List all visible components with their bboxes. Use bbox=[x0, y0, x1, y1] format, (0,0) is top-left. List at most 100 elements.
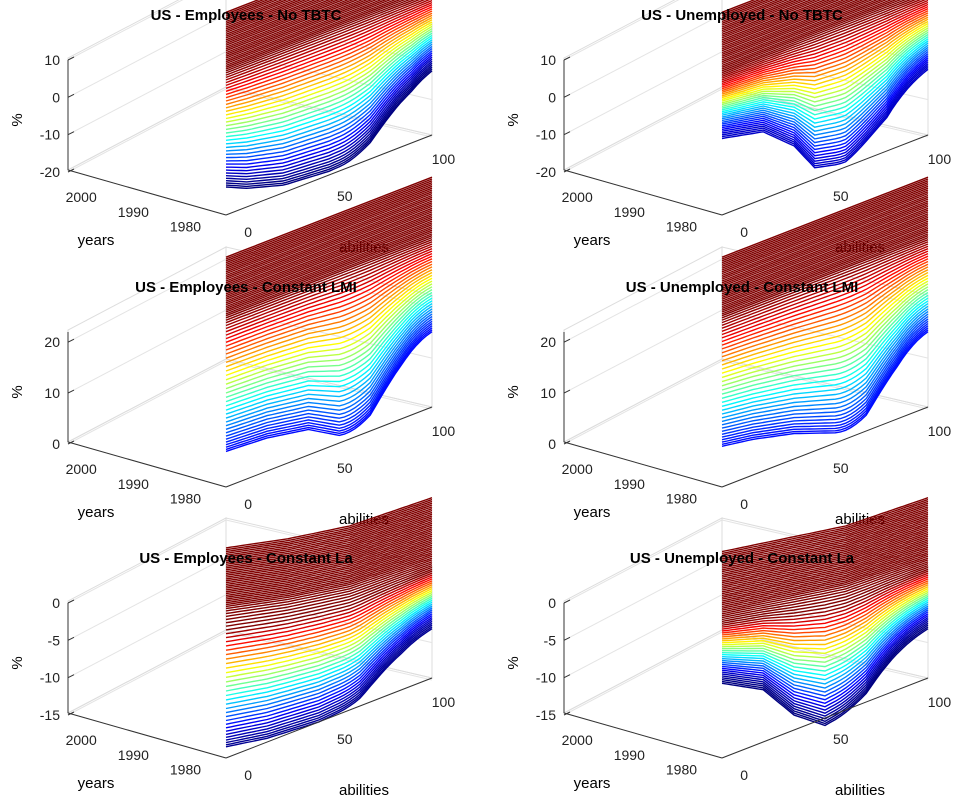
surface-line bbox=[721, 55, 929, 151]
surface-line bbox=[225, 286, 433, 390]
surface-line bbox=[721, 263, 929, 354]
surface-line bbox=[225, 0, 307, 32]
surface-line bbox=[721, 308, 929, 419]
surface-line bbox=[721, 0, 832, 43]
surface-line bbox=[225, 250, 433, 336]
surface-line bbox=[721, 597, 929, 672]
x-axis bbox=[225, 406, 433, 488]
surface-line bbox=[225, 0, 331, 41]
surface-line bbox=[225, 263, 433, 355]
gridline-z bbox=[67, 13, 227, 98]
surface-line bbox=[721, 255, 929, 343]
chart-panel-2: -20 -10 0 10 2000 1990 1980 0 50 100 US - Unemploy… bbox=[505, 0, 951, 256]
surface-line bbox=[225, 587, 433, 669]
surface-line bbox=[721, 586, 929, 646]
surface-line bbox=[721, 44, 929, 132]
surface-line bbox=[225, 203, 433, 286]
surface-line bbox=[225, 331, 433, 453]
surface-line bbox=[721, 235, 929, 317]
surface-line bbox=[225, 218, 433, 300]
surface-line bbox=[225, 605, 433, 710]
surface-line bbox=[225, 513, 433, 565]
z-tick bbox=[563, 338, 571, 343]
surface-line bbox=[225, 0, 312, 34]
surface-line bbox=[225, 200, 433, 282]
surface-line bbox=[225, 231, 433, 313]
surface-line bbox=[721, 182, 929, 264]
surface-line bbox=[225, 30, 433, 131]
z-tick bbox=[563, 711, 571, 716]
surface-line bbox=[226, 54, 433, 169]
surface-line bbox=[225, 0, 321, 37]
surface-line bbox=[721, 628, 929, 727]
x-tick-label: 100 bbox=[928, 694, 952, 710]
surface-line bbox=[225, 572, 433, 635]
gridline-z bbox=[563, 631, 723, 716]
surface-line bbox=[225, 498, 433, 551]
surface-line bbox=[721, 280, 929, 379]
surface-line bbox=[721, 289, 929, 391]
surface-line bbox=[721, 38, 929, 120]
surface-line bbox=[225, 178, 433, 260]
surface-line bbox=[225, 0, 340, 45]
surface-line bbox=[225, 255, 433, 343]
x-tick-label: 100 bbox=[432, 423, 456, 439]
surface-line bbox=[225, 48, 433, 159]
gridline-z bbox=[67, 631, 227, 716]
chart-title: US - Employees - No TBTC bbox=[151, 7, 342, 24]
surface-line bbox=[225, 500, 433, 553]
z-axis-label: % bbox=[505, 385, 522, 398]
surface-line bbox=[721, 617, 929, 711]
surface-line bbox=[721, 211, 929, 293]
y-axis bbox=[67, 169, 227, 216]
surface-line bbox=[721, 601, 929, 681]
surface-line bbox=[721, 176, 929, 258]
chart-panel-1: -20 -10 0 10 2000 1990 1980 0 50 100 US - Employee… bbox=[9, 0, 455, 256]
chart-title: US - Unemployed - Constant La bbox=[630, 550, 855, 567]
surface-line bbox=[721, 8, 929, 88]
surface-line bbox=[225, 229, 433, 311]
back-wall-left bbox=[563, 517, 723, 714]
surface-line bbox=[225, 176, 433, 258]
surface-line bbox=[225, 589, 433, 674]
axes: 0 10 20 2000 1990 1980 0 50 100 bbox=[44, 332, 455, 512]
x-tick-label: 0 bbox=[244, 496, 252, 512]
surface-line bbox=[225, 524, 433, 576]
z-tick bbox=[67, 711, 75, 716]
surface-line bbox=[721, 0, 766, 17]
x-tick-label: 0 bbox=[244, 767, 252, 783]
surface-line bbox=[225, 0, 397, 67]
surface-line bbox=[721, 192, 929, 275]
surface-line bbox=[721, 231, 929, 313]
surface-line bbox=[721, 548, 929, 604]
surface-line bbox=[225, 66, 433, 185]
surface-line bbox=[225, 628, 433, 748]
surface-line bbox=[225, 64, 433, 183]
surface-line bbox=[225, 37, 433, 141]
surface-line bbox=[721, 0, 799, 30]
surface-line bbox=[721, 315, 929, 429]
surface-line bbox=[225, 533, 433, 586]
y-tick-label: 1980 bbox=[170, 219, 201, 235]
surface-line bbox=[225, 220, 433, 302]
surface-line bbox=[225, 315, 433, 434]
surface-line bbox=[721, 0, 789, 26]
surface-line bbox=[721, 233, 929, 315]
surface-line bbox=[225, 70, 433, 190]
surface-line bbox=[225, 0, 265, 15]
z-tick-label: 0 bbox=[52, 595, 60, 611]
surface-line bbox=[721, 572, 929, 628]
surface-line bbox=[225, 0, 284, 23]
surface-line bbox=[721, 183, 929, 266]
surface-line bbox=[721, 22, 929, 101]
surface-line bbox=[225, 599, 433, 697]
surface-line bbox=[721, 303, 929, 411]
x-tick-label: 50 bbox=[337, 731, 353, 747]
surface-line bbox=[225, 497, 433, 549]
surface-line bbox=[225, 224, 433, 306]
z-tick bbox=[67, 599, 75, 604]
z-tick-label: -20 bbox=[536, 164, 556, 180]
surface-line bbox=[721, 227, 929, 310]
y-axis bbox=[563, 712, 723, 759]
z-tick-label: -15 bbox=[536, 707, 556, 723]
